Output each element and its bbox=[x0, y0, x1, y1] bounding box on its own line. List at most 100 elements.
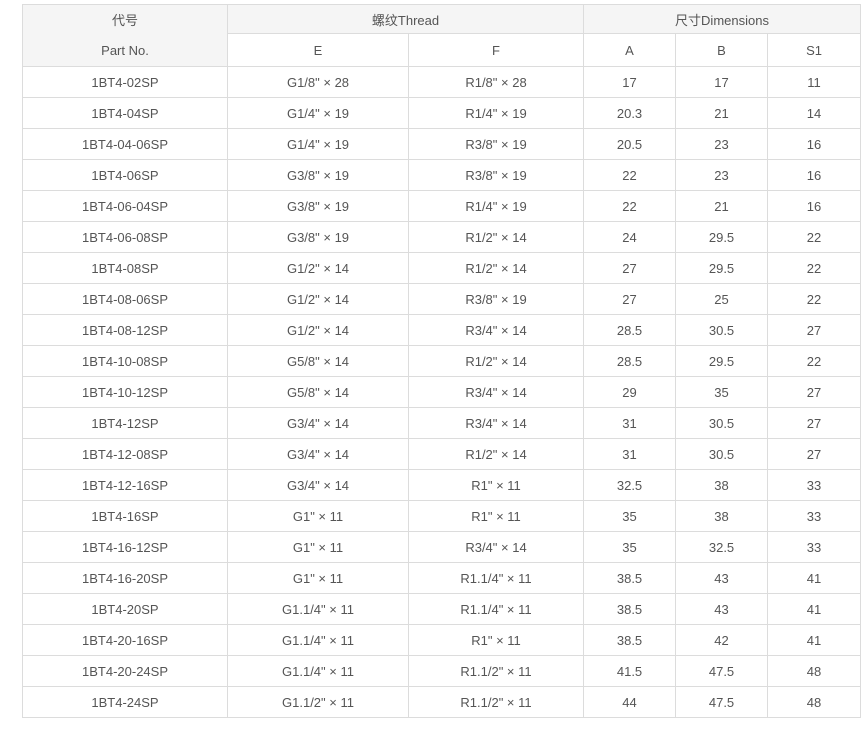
thread-e-cell: G5/8" × 14 bbox=[227, 345, 409, 377]
table-row: 1BT4-20-24SP G1.1/4" × 11 R1.1/2" × 11 4… bbox=[22, 655, 862, 687]
thread-f-cell: R1.1/2" × 11 bbox=[407, 655, 585, 687]
dimension-b-cell: 25 bbox=[675, 283, 769, 315]
dimension-a-cell: 17 bbox=[583, 66, 677, 98]
part-no-cell: 1BT4-10-08SP bbox=[22, 345, 228, 377]
table-row: 1BT4-16-20SP G1" × 11 R1.1/4" × 11 38.5 … bbox=[22, 562, 862, 594]
table-row: 1BT4-08-06SP G1/2" × 14 R3/8" × 19 27 25… bbox=[22, 283, 862, 315]
dimension-b-cell: 30.5 bbox=[675, 314, 769, 346]
thread-e-cell: G1" × 11 bbox=[227, 562, 409, 594]
dimension-a-cell: 32.5 bbox=[583, 469, 677, 501]
thread-e-cell: G1" × 11 bbox=[227, 500, 409, 532]
dimension-b-cell: 47.5 bbox=[675, 655, 769, 687]
dimension-b-cell: 21 bbox=[675, 190, 769, 222]
part-no-cell: 1BT4-16-12SP bbox=[22, 531, 228, 563]
dimension-a-cell: 44 bbox=[583, 686, 677, 718]
header-col-e: E bbox=[227, 33, 409, 67]
thread-f-cell: R1.1/2" × 11 bbox=[407, 686, 585, 718]
table-row: 1BT4-16-12SP G1" × 11 R3/4" × 14 35 32.5… bbox=[22, 531, 862, 563]
thread-f-cell: R3/8" × 19 bbox=[407, 159, 585, 191]
thread-f-cell: R3/4" × 14 bbox=[407, 314, 585, 346]
dimension-b-cell: 23 bbox=[675, 159, 769, 191]
table-row: 1BT4-10-08SP G5/8" × 14 R1/2" × 14 28.5 … bbox=[22, 345, 862, 377]
dimension-s1-cell: 22 bbox=[767, 345, 862, 377]
thread-e-cell: G1/2" × 14 bbox=[227, 252, 409, 284]
dimension-s1-cell: 41 bbox=[767, 593, 862, 625]
table-row: 1BT4-08SP G1/2" × 14 R1/2" × 14 27 29.5 … bbox=[22, 252, 862, 284]
dimension-b-cell: 30.5 bbox=[675, 407, 769, 439]
table-row: 1BT4-20SP G1.1/4" × 11 R1.1/4" × 11 38.5… bbox=[22, 593, 862, 625]
part-no-cell: 1BT4-12-08SP bbox=[22, 438, 228, 470]
dimension-s1-cell: 48 bbox=[767, 686, 862, 718]
dimension-a-cell: 31 bbox=[583, 438, 677, 470]
dimension-a-cell: 38.5 bbox=[583, 624, 677, 656]
thread-e-cell: G3/4" × 14 bbox=[227, 469, 409, 501]
table-row: 1BT4-06-04SP G3/8" × 19 R1/4" × 19 22 21… bbox=[22, 190, 862, 222]
dimension-a-cell: 38.5 bbox=[583, 562, 677, 594]
dimension-s1-cell: 33 bbox=[767, 531, 862, 563]
thread-e-cell: G1/8" × 28 bbox=[227, 66, 409, 98]
dimension-b-cell: 30.5 bbox=[675, 438, 769, 470]
part-no-cell: 1BT4-08-12SP bbox=[22, 314, 228, 346]
thread-e-cell: G1.1/4" × 11 bbox=[227, 593, 409, 625]
dimension-s1-cell: 27 bbox=[767, 376, 862, 408]
thread-e-cell: G1/4" × 19 bbox=[227, 128, 409, 160]
table-body: 1BT4-02SP G1/8" × 28 R1/8" × 28 17 17 11… bbox=[22, 66, 862, 718]
header-part-no-en: Part No. bbox=[101, 42, 149, 58]
dimension-s1-cell: 27 bbox=[767, 314, 862, 346]
dimension-b-cell: 42 bbox=[675, 624, 769, 656]
dimension-s1-cell: 33 bbox=[767, 469, 862, 501]
header-col-f: F bbox=[407, 33, 585, 67]
part-no-cell: 1BT4-20-16SP bbox=[22, 624, 228, 656]
dimension-a-cell: 27 bbox=[583, 283, 677, 315]
dimension-a-cell: 20.5 bbox=[583, 128, 677, 160]
part-no-cell: 1BT4-24SP bbox=[22, 686, 228, 718]
table-row: 1BT4-24SP G1.1/2" × 11 R1.1/2" × 11 44 4… bbox=[22, 686, 862, 718]
dimension-b-cell: 35 bbox=[675, 376, 769, 408]
thread-f-cell: R1/2" × 14 bbox=[407, 345, 585, 377]
dimension-b-cell: 43 bbox=[675, 593, 769, 625]
dimension-s1-cell: 16 bbox=[767, 159, 862, 191]
thread-f-cell: R1" × 11 bbox=[407, 500, 585, 532]
table-row: 1BT4-12-16SP G3/4" × 14 R1" × 11 32.5 38… bbox=[22, 469, 862, 501]
thread-f-cell: R1" × 11 bbox=[407, 624, 585, 656]
table-row: 1BT4-12-08SP G3/4" × 14 R1/2" × 14 31 30… bbox=[22, 438, 862, 470]
dimension-a-cell: 38.5 bbox=[583, 593, 677, 625]
dimension-a-cell: 35 bbox=[583, 531, 677, 563]
thread-f-cell: R3/8" × 19 bbox=[407, 283, 585, 315]
header-thread: 螺纹Thread bbox=[226, 3, 585, 35]
part-no-cell: 1BT4-08SP bbox=[22, 252, 228, 284]
thread-f-cell: R1.1/4" × 11 bbox=[407, 593, 585, 625]
dimension-b-cell: 29.5 bbox=[675, 252, 769, 284]
thread-f-cell: R1" × 11 bbox=[407, 469, 585, 501]
table-row: 1BT4-08-12SP G1/2" × 14 R3/4" × 14 28.5 … bbox=[22, 314, 862, 346]
part-no-cell: 1BT4-20-24SP bbox=[22, 655, 228, 687]
header-dimensions: 尺寸Dimensions bbox=[583, 3, 862, 35]
part-no-cell: 1BT4-16SP bbox=[22, 500, 228, 532]
header-col-b: B bbox=[675, 33, 769, 67]
dimension-s1-cell: 22 bbox=[767, 252, 862, 284]
dimension-b-cell: 38 bbox=[675, 500, 769, 532]
dimension-s1-cell: 41 bbox=[767, 562, 862, 594]
dimension-s1-cell: 16 bbox=[767, 190, 862, 222]
dimension-a-cell: 35 bbox=[583, 500, 677, 532]
thread-e-cell: G3/8" × 19 bbox=[227, 190, 409, 222]
table-row: 1BT4-10-12SP G5/8" × 14 R3/4" × 14 29 35… bbox=[22, 376, 862, 408]
dimension-s1-cell: 33 bbox=[767, 500, 862, 532]
part-no-cell: 1BT4-02SP bbox=[22, 66, 228, 98]
thread-f-cell: R3/4" × 14 bbox=[407, 531, 585, 563]
dimension-b-cell: 17 bbox=[675, 66, 769, 98]
dimension-b-cell: 38 bbox=[675, 469, 769, 501]
dimension-b-cell: 47.5 bbox=[675, 686, 769, 718]
dimension-s1-cell: 22 bbox=[767, 283, 862, 315]
dimension-a-cell: 29 bbox=[583, 376, 677, 408]
dimension-b-cell: 32.5 bbox=[675, 531, 769, 563]
part-no-cell: 1BT4-06-04SP bbox=[22, 190, 228, 222]
thread-e-cell: G1/2" × 14 bbox=[227, 314, 409, 346]
dimension-a-cell: 31 bbox=[583, 407, 677, 439]
thread-f-cell: R1.1/4" × 11 bbox=[407, 562, 585, 594]
header-col-a: A bbox=[583, 33, 677, 67]
thread-f-cell: R3/8" × 19 bbox=[407, 128, 585, 160]
header-row-group: 代号 Part No. 螺纹Thread 尺寸Dimensions bbox=[22, 3, 862, 67]
thread-f-cell: R1/8" × 28 bbox=[407, 66, 585, 98]
